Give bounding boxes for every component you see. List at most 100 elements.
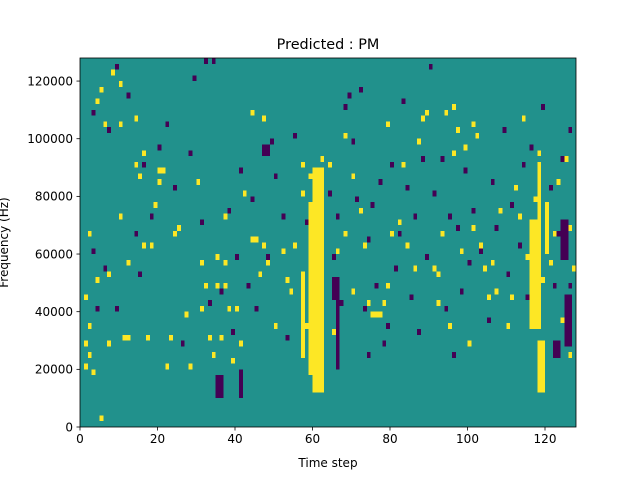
heatmap-low-cell	[91, 248, 96, 255]
heatmap-low-band	[331, 277, 340, 301]
heatmap-low-cell	[250, 196, 255, 203]
heatmap-low-cell	[397, 230, 402, 237]
heatmap-high-cell	[95, 277, 100, 283]
heatmap-high-cell	[386, 282, 391, 289]
heatmap-low-cell	[490, 179, 495, 185]
heatmap-high-cell	[223, 259, 228, 266]
x-tick-label: 0	[76, 432, 84, 446]
heatmap-low-cell	[471, 207, 476, 214]
heatmap-high-band	[312, 167, 325, 393]
heatmap-low-cell	[281, 213, 286, 220]
heatmap-low-cell	[444, 305, 449, 312]
heatmap-low-cell	[211, 58, 216, 64]
y-tick-label: 40000	[35, 305, 73, 319]
heatmap-high-cell	[436, 300, 441, 306]
heatmap-high-cell	[99, 86, 104, 93]
heatmap-high-cell	[211, 352, 216, 358]
heatmap-low-cell	[401, 98, 406, 105]
heatmap-low-cell	[188, 150, 193, 157]
heatmap-low-cell	[339, 300, 344, 306]
heatmap-high-cell	[351, 288, 356, 295]
heatmap-high-cell	[486, 294, 491, 301]
heatmap-low-cell	[510, 202, 515, 208]
heatmap-low-cell	[366, 352, 371, 358]
heatmap-high-cell	[413, 265, 418, 272]
heatmap-high-cell	[444, 109, 449, 116]
heatmap-high-band	[529, 219, 542, 329]
heatmap-low-band	[335, 300, 340, 370]
x-tick-label: 80	[382, 432, 397, 446]
heatmap-high-cell	[258, 271, 263, 278]
heatmap-low-band	[552, 340, 561, 358]
heatmap-high-cell	[308, 173, 313, 180]
heatmap-high-cell	[134, 115, 139, 122]
heatmap-low-cell	[269, 138, 274, 145]
heatmap-low-cell	[541, 104, 546, 110]
heatmap-low-cell	[424, 254, 429, 260]
heatmap-low-cell	[390, 161, 394, 168]
heatmap-high-cell	[572, 265, 577, 272]
y-tick-label: 80000	[35, 190, 73, 204]
heatmap-high-cell	[440, 230, 445, 237]
heatmap-low-cell	[552, 282, 557, 289]
heatmap-high-cell	[285, 277, 290, 283]
heatmap-high-cell	[223, 282, 228, 289]
heatmap-high-cell	[215, 254, 220, 260]
heatmap-high-cell	[471, 121, 476, 128]
heatmap-high-cell	[475, 132, 480, 139]
heatmap-high-cell	[378, 311, 383, 318]
heatmap-high-cell	[215, 282, 220, 289]
heatmap-high-cell	[541, 277, 546, 283]
heatmap-low-cell	[421, 156, 425, 162]
heatmap-high-cell	[235, 305, 239, 312]
heatmap-high-band	[545, 202, 549, 255]
heatmap-low-cell	[246, 282, 251, 289]
heatmap-low-cell	[91, 109, 96, 116]
heatmap-high-cell	[165, 363, 170, 370]
heatmap-high-cell	[525, 254, 530, 260]
heatmap-low-cell	[556, 230, 561, 237]
heatmap-high-cell	[83, 294, 88, 301]
heatmap-low-cell	[254, 305, 259, 312]
heatmap-high-cell	[343, 230, 348, 237]
heatmap-low-cell	[459, 288, 464, 295]
heatmap-low-cell	[192, 75, 197, 82]
heatmap-high-cell	[207, 334, 212, 341]
heatmap-high-cell	[142, 242, 146, 249]
heatmap-low-cell	[331, 254, 336, 260]
y-axis-label: Frequency (Hz)	[0, 197, 11, 288]
heatmap-high-cell	[107, 271, 112, 278]
heatmap-high-cell	[568, 225, 573, 231]
heatmap-high-cell	[374, 311, 379, 318]
heatmap-high-cell	[300, 190, 305, 197]
heatmap-high-cell	[281, 248, 286, 255]
heatmap-high-cell	[483, 265, 487, 272]
heatmap-high-cell	[184, 311, 189, 318]
heatmap-high-cell	[169, 334, 174, 341]
heatmap-high-cell	[250, 109, 255, 116]
heatmap-high-cell	[467, 340, 472, 347]
heatmap-high-cell	[219, 334, 224, 341]
heatmap-low-cell	[138, 271, 143, 278]
heatmap-high-cell	[452, 150, 456, 157]
chart-title: Predicted : PM	[277, 37, 380, 53]
heatmap-high-cell	[320, 156, 325, 162]
heatmap-high-cell	[126, 334, 131, 341]
heatmap-high-cell	[316, 236, 321, 243]
heatmap-low-band	[238, 369, 243, 399]
heatmap-low-cell	[149, 213, 154, 220]
heatmap-low-cell	[517, 242, 522, 249]
heatmap-low-cell	[95, 305, 100, 312]
heatmap-high-cell	[83, 340, 88, 347]
heatmap-low-cell	[204, 58, 208, 64]
heatmap-high-cell	[351, 173, 356, 180]
heatmap-low-cell	[165, 121, 170, 128]
heatmap-low-cell	[405, 184, 410, 191]
heatmap-high-cell	[238, 340, 243, 347]
heatmap-high-cell	[254, 236, 259, 243]
heatmap-high-cell	[370, 311, 375, 318]
y-tick-label: 0	[65, 420, 73, 434]
heatmap-low-cell	[114, 305, 119, 312]
heatmap-high-cell	[231, 357, 236, 364]
heatmap-high-cell	[362, 242, 367, 249]
